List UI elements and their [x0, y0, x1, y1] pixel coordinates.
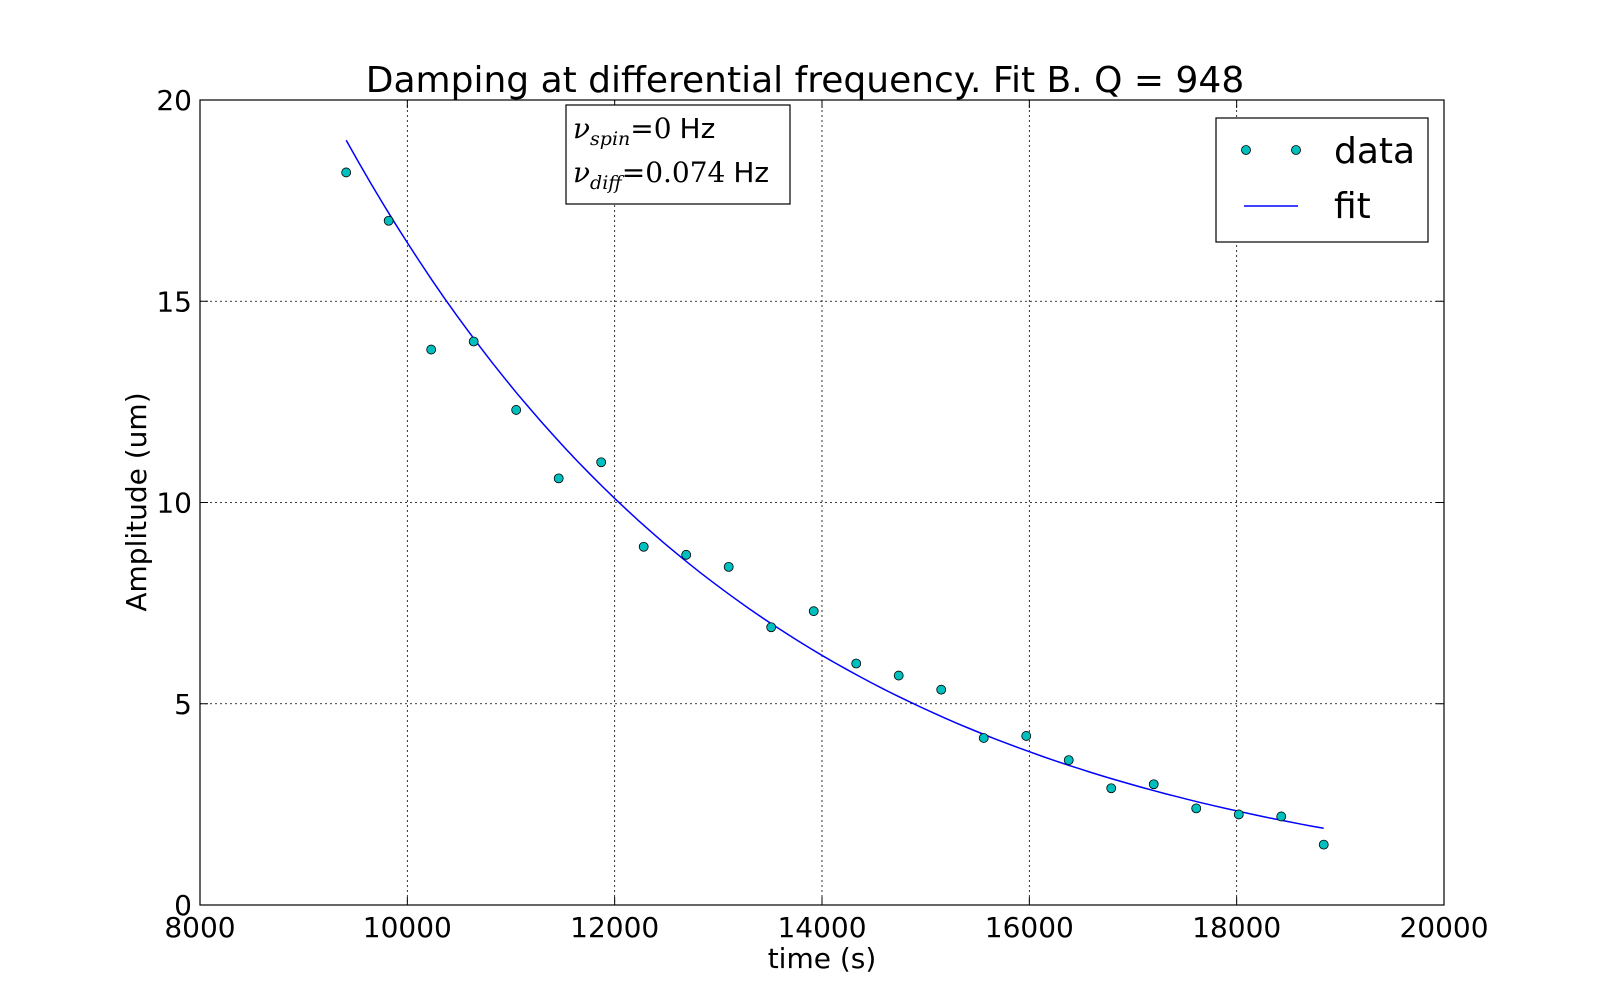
- data-point: [936, 684, 947, 695]
- x-tick-label: 14000: [777, 911, 866, 944]
- chart-title: Damping at differential frequency. Fit B…: [366, 60, 1244, 101]
- y-axis-label: Amplitude (um): [120, 392, 153, 611]
- data-point: [468, 336, 479, 347]
- data-point: [553, 473, 564, 484]
- legend-data-label: data: [1334, 131, 1415, 172]
- annotation-line-spin: νspin=0 Hz: [573, 112, 715, 150]
- axis-ticks: 8000 10000 12000 14000 16000 18000 20000 0 5 10 15…: [156, 84, 1488, 944]
- diff-value: =0.074: [622, 156, 726, 189]
- data-point: [893, 670, 904, 681]
- legend-frame: [1215, 117, 1429, 243]
- data-point: [1063, 755, 1074, 765]
- grid-lines: [200, 100, 1444, 905]
- nu-symbol: ν: [573, 112, 590, 145]
- fit-line: [345, 139, 1324, 830]
- spin-value: =0: [630, 112, 671, 145]
- data-point: [851, 658, 862, 669]
- x-tick-label: 16000: [985, 911, 1074, 944]
- legend-fit-label: fit: [1334, 186, 1371, 227]
- data-point: [1318, 839, 1329, 850]
- y-tick-label: 20: [156, 84, 192, 117]
- data-point: [383, 215, 394, 226]
- x-tick-label: 18000: [1192, 911, 1281, 944]
- x-tick-label: 12000: [570, 911, 659, 944]
- x-tick-label: 20000: [1399, 911, 1488, 944]
- data-point: [426, 344, 437, 355]
- y-tick-label: 0: [174, 889, 192, 922]
- spin-unit: Hz: [680, 112, 716, 145]
- data-point: [978, 733, 989, 743]
- data-point: [1106, 783, 1117, 794]
- x-tick-label: 10000: [363, 911, 452, 944]
- legend: data fit: [1215, 117, 1429, 243]
- data-point: [808, 606, 819, 617]
- data-point: [1276, 811, 1287, 822]
- diff-subscript: diff: [590, 172, 625, 194]
- data-point: [1191, 803, 1202, 814]
- data-markers: [341, 167, 1329, 850]
- data-point: [723, 562, 734, 572]
- data-point: [1233, 809, 1244, 820]
- diff-unit: Hz: [733, 156, 769, 189]
- nu-symbol: ν: [573, 156, 590, 189]
- y-tick-label: 15: [156, 285, 192, 318]
- data-point: [596, 457, 607, 468]
- data-point: [681, 549, 692, 560]
- data-point: [511, 405, 522, 415]
- spin-subscript: spin: [590, 128, 630, 150]
- annotation-frame: [565, 104, 791, 205]
- x-tick-label: 8000: [164, 911, 235, 944]
- y-tick-label: 10: [156, 487, 192, 520]
- annotation-box: νspin=0 Hz νdiff=0.074 Hz: [565, 104, 791, 205]
- data-point: [1148, 779, 1159, 790]
- annotation-line-diff: νdiff=0.074 Hz: [573, 156, 769, 194]
- legend-data-marker-left: [1241, 145, 1251, 155]
- y-tick-label: 5: [174, 688, 192, 721]
- legend-data-marker-right: [1291, 145, 1301, 155]
- data-point: [341, 167, 352, 178]
- data-point: [638, 541, 649, 552]
- data-point: [1021, 731, 1032, 741]
- x-axis-label: time (s): [768, 942, 877, 975]
- data-point: [766, 622, 777, 633]
